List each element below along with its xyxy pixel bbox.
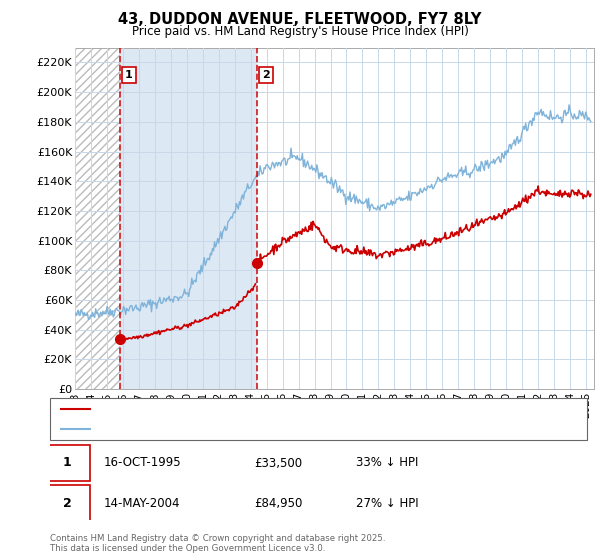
Text: 27% ↓ HPI: 27% ↓ HPI — [356, 497, 419, 510]
FancyBboxPatch shape — [44, 445, 90, 481]
Text: 1: 1 — [125, 70, 133, 80]
Text: 2: 2 — [63, 497, 71, 510]
Text: 2: 2 — [262, 70, 270, 80]
Text: 43, DUDDON AVENUE, FLEETWOOD, FY7 8LY (semi-detached house): 43, DUDDON AVENUE, FLEETWOOD, FY7 8LY (s… — [95, 404, 449, 414]
Text: £33,500: £33,500 — [254, 456, 302, 469]
Text: 16-OCT-1995: 16-OCT-1995 — [104, 456, 181, 469]
Text: £84,950: £84,950 — [254, 497, 302, 510]
Text: 1: 1 — [63, 456, 71, 469]
Text: Contains HM Land Registry data © Crown copyright and database right 2025.
This d: Contains HM Land Registry data © Crown c… — [50, 534, 385, 553]
Text: 43, DUDDON AVENUE, FLEETWOOD, FY7 8LY: 43, DUDDON AVENUE, FLEETWOOD, FY7 8LY — [118, 12, 482, 27]
Text: HPI: Average price, semi-detached house, Wyre: HPI: Average price, semi-detached house,… — [95, 424, 344, 433]
FancyBboxPatch shape — [50, 398, 587, 440]
Text: 14-MAY-2004: 14-MAY-2004 — [104, 497, 180, 510]
FancyBboxPatch shape — [44, 485, 90, 521]
Text: Price paid vs. HM Land Registry's House Price Index (HPI): Price paid vs. HM Land Registry's House … — [131, 25, 469, 38]
Text: 33% ↓ HPI: 33% ↓ HPI — [356, 456, 418, 469]
Bar — [119, 48, 257, 389]
